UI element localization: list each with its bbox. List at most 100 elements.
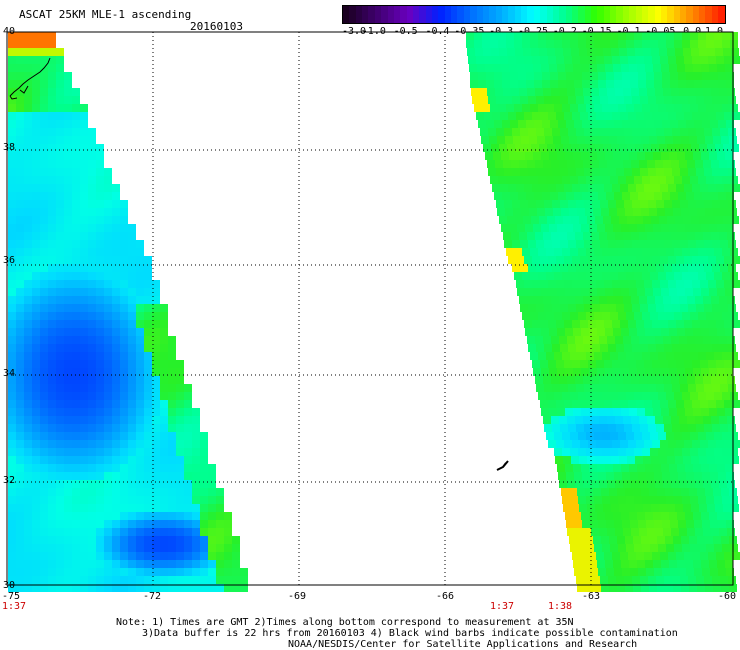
swath-cell	[112, 584, 120, 592]
swath-cell	[112, 352, 120, 360]
swath-cell	[72, 520, 80, 528]
swath-cell	[657, 536, 665, 544]
color-bar-segment	[603, 6, 611, 23]
swath-cell	[604, 400, 612, 408]
swath-cell	[682, 496, 690, 504]
swath-cell	[671, 336, 679, 344]
swath-cell	[200, 560, 208, 568]
swath-cell	[184, 520, 192, 528]
swath-cell	[580, 440, 588, 448]
swath-cell	[176, 408, 184, 416]
swath-cell	[562, 392, 570, 400]
color-bar-segment	[463, 6, 471, 23]
swath-cell	[642, 496, 650, 504]
swath-cell	[8, 368, 16, 376]
swath-cell	[666, 176, 674, 184]
swath-cell	[128, 520, 136, 528]
swath-cell	[571, 504, 579, 512]
swath-cell	[56, 288, 64, 296]
swath-cell	[168, 536, 176, 544]
swath-cell	[8, 424, 16, 432]
swath-cell	[661, 224, 669, 232]
swath-cell	[136, 552, 144, 560]
swath-cell	[669, 64, 677, 72]
swath-cell	[660, 360, 668, 368]
swath-cell	[727, 416, 735, 424]
swath-cell	[620, 400, 628, 408]
swath-cell	[570, 432, 578, 440]
swath-cell	[608, 128, 616, 136]
swath-cell	[32, 584, 40, 592]
swath-cell	[48, 248, 56, 256]
swath-cell	[599, 528, 607, 536]
swath-cell	[64, 440, 72, 448]
swath-cell	[120, 392, 128, 400]
swath-cell	[32, 536, 40, 544]
swath-cell	[638, 568, 646, 576]
swath-cell	[586, 544, 594, 552]
swath-cell	[48, 528, 56, 536]
swath-cell	[644, 440, 652, 448]
swath-cell	[56, 264, 64, 272]
swath-cell	[536, 168, 544, 176]
swath-cell	[678, 568, 686, 576]
swath-cell	[614, 72, 622, 80]
swath-cell	[24, 184, 32, 192]
swath-cell	[555, 144, 563, 152]
swath-cell	[732, 280, 740, 288]
swath-cell	[469, 64, 477, 72]
swath-cell	[208, 552, 216, 560]
swath-cell	[620, 320, 628, 328]
swath-cell	[48, 568, 56, 576]
swath-cell	[701, 288, 709, 296]
swath-cell	[40, 248, 48, 256]
swath-cell	[16, 520, 24, 528]
swath-cell	[184, 496, 192, 504]
swath-cell	[24, 416, 32, 424]
swath-cell	[720, 264, 728, 272]
swath-cell	[56, 464, 64, 472]
swath-cell	[56, 392, 64, 400]
swath-cell	[56, 248, 64, 256]
pass-time-right-b: 1:38	[548, 601, 573, 612]
swath-cell	[717, 408, 725, 416]
swath-cell	[532, 256, 540, 264]
swath-cell	[72, 232, 80, 240]
swath-cell	[64, 224, 72, 232]
swath-cell	[24, 544, 32, 552]
swath-cell	[40, 280, 48, 288]
swath-cell	[625, 136, 633, 144]
swath-cell	[232, 568, 240, 576]
swath-cell	[687, 160, 695, 168]
swath-cell	[518, 72, 526, 80]
swath-cell	[530, 312, 538, 320]
swath-cell	[104, 568, 112, 576]
swath-cell	[721, 488, 729, 496]
swath-cell	[701, 512, 709, 520]
swath-cell	[64, 520, 72, 528]
swath-cell	[538, 272, 546, 280]
swath-cell	[709, 64, 717, 72]
swath-cell	[80, 128, 88, 136]
swath-cell	[513, 208, 521, 216]
swath-cell	[48, 336, 56, 344]
swath-cell	[152, 576, 160, 584]
swath-cell	[88, 448, 96, 456]
swath-cell	[602, 448, 610, 456]
swath-cell	[56, 280, 64, 288]
swath-cell	[56, 440, 64, 448]
swath-cell	[643, 456, 651, 464]
swath-cell	[668, 256, 676, 264]
swath-cell	[619, 216, 627, 224]
swath-cell	[88, 512, 96, 520]
swath-cell	[586, 392, 594, 400]
swath-cell	[48, 224, 56, 232]
swath-cell	[616, 264, 624, 272]
swath-cell	[168, 352, 176, 360]
swath-cell	[503, 88, 511, 96]
swath-cell	[64, 312, 72, 320]
swath-cell	[694, 80, 702, 88]
swath-cell	[723, 504, 731, 512]
swath-cell	[64, 136, 72, 144]
swath-cell	[8, 40, 16, 48]
